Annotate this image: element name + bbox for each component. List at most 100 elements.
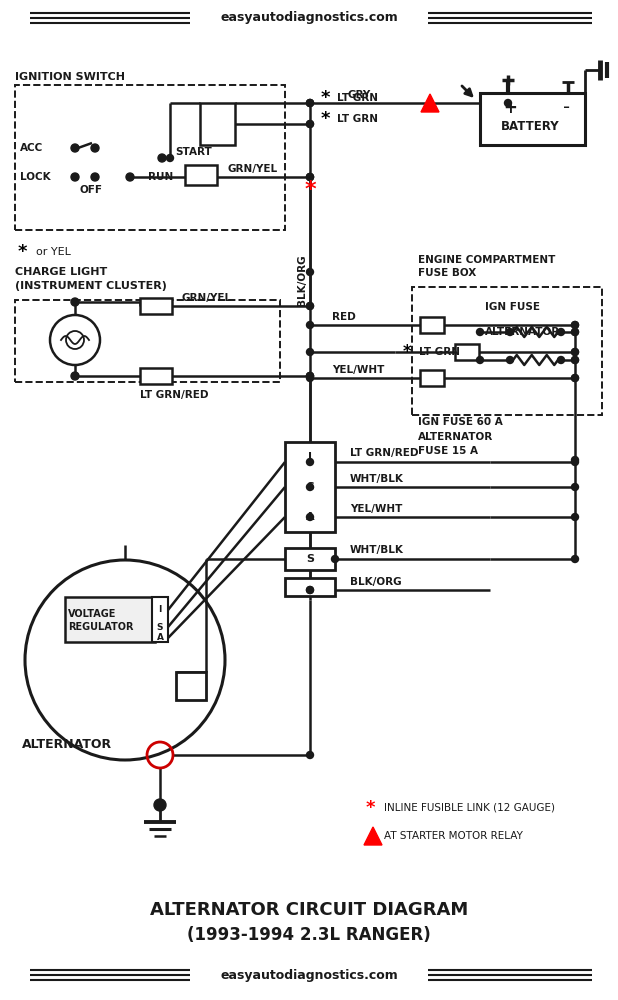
Text: (1993-1994 2.3L RANGER): (1993-1994 2.3L RANGER) bbox=[187, 926, 431, 944]
Circle shape bbox=[572, 349, 578, 356]
Bar bbox=[285, 548, 335, 570]
Circle shape bbox=[307, 322, 313, 328]
Text: LT GRN: LT GRN bbox=[337, 93, 378, 103]
Text: *: * bbox=[320, 89, 330, 107]
Circle shape bbox=[572, 374, 578, 381]
Text: FUSE 15 A: FUSE 15 A bbox=[418, 446, 478, 456]
Circle shape bbox=[572, 322, 578, 328]
Text: REGULATOR: REGULATOR bbox=[68, 622, 133, 632]
Circle shape bbox=[572, 556, 578, 562]
Text: YEL/WHT: YEL/WHT bbox=[350, 504, 402, 514]
Circle shape bbox=[572, 322, 578, 328]
Text: BATTERY: BATTERY bbox=[501, 119, 559, 132]
Circle shape bbox=[331, 556, 339, 562]
Circle shape bbox=[504, 100, 512, 106]
Text: INLINE FUSIBLE LINK (12 GAUGE): INLINE FUSIBLE LINK (12 GAUGE) bbox=[384, 803, 555, 813]
Text: RED: RED bbox=[332, 312, 356, 322]
Text: A: A bbox=[306, 512, 315, 522]
Bar bbox=[140, 368, 172, 384]
Bar bbox=[480, 93, 585, 145]
Text: OFF: OFF bbox=[80, 185, 103, 195]
Text: START: START bbox=[175, 147, 212, 157]
Circle shape bbox=[507, 357, 514, 363]
Text: (INSTRUMENT CLUSTER): (INSTRUMENT CLUSTER) bbox=[15, 281, 167, 291]
Text: ALTERNATOR: ALTERNATOR bbox=[418, 432, 493, 442]
Circle shape bbox=[557, 357, 564, 363]
Bar bbox=[412, 287, 602, 415]
Circle shape bbox=[572, 456, 578, 464]
Text: ACC: ACC bbox=[20, 143, 43, 153]
Text: IGN FUSE 60 A: IGN FUSE 60 A bbox=[418, 417, 503, 427]
Text: BLK/ORG: BLK/ORG bbox=[350, 577, 402, 587]
Circle shape bbox=[71, 372, 79, 380]
Text: IGN FUSE: IGN FUSE bbox=[485, 302, 540, 312]
Text: *: * bbox=[320, 110, 330, 128]
Text: *: * bbox=[17, 243, 27, 261]
Bar bbox=[285, 442, 335, 532]
Text: ALTERNATOR CIRCUIT DIAGRAM: ALTERNATOR CIRCUIT DIAGRAM bbox=[150, 901, 468, 919]
Text: BLK/ORG: BLK/ORG bbox=[297, 254, 307, 306]
Circle shape bbox=[307, 302, 313, 310]
Circle shape bbox=[307, 514, 313, 520]
Text: *: * bbox=[304, 180, 316, 200]
Bar bbox=[15, 300, 280, 382]
Circle shape bbox=[572, 328, 578, 336]
Circle shape bbox=[572, 357, 578, 363]
Bar bbox=[285, 578, 335, 596]
Circle shape bbox=[71, 298, 79, 306]
Circle shape bbox=[557, 328, 564, 336]
Circle shape bbox=[307, 458, 313, 466]
Text: +: + bbox=[503, 99, 517, 117]
Circle shape bbox=[307, 484, 313, 490]
Polygon shape bbox=[421, 94, 439, 112]
Text: -: - bbox=[564, 99, 570, 117]
Bar bbox=[152, 597, 168, 642]
Circle shape bbox=[307, 100, 313, 106]
Circle shape bbox=[126, 173, 134, 181]
Circle shape bbox=[307, 302, 313, 310]
Text: CHARGE LIGHT: CHARGE LIGHT bbox=[15, 267, 108, 277]
Text: ALTERNATOR: ALTERNATOR bbox=[22, 738, 112, 750]
Bar bbox=[200, 103, 235, 145]
Text: or YEL: or YEL bbox=[36, 247, 71, 257]
Circle shape bbox=[572, 374, 578, 381]
Text: easyautodiagnostics.com: easyautodiagnostics.com bbox=[220, 968, 398, 982]
Circle shape bbox=[307, 100, 313, 106]
Text: RUN: RUN bbox=[148, 172, 173, 182]
Circle shape bbox=[307, 120, 313, 127]
Text: LT GRN: LT GRN bbox=[337, 114, 378, 124]
Text: easyautodiagnostics.com: easyautodiagnostics.com bbox=[220, 11, 398, 24]
Circle shape bbox=[307, 752, 313, 758]
Bar bbox=[15, 85, 285, 230]
Circle shape bbox=[476, 328, 483, 336]
Circle shape bbox=[307, 268, 313, 275]
Circle shape bbox=[91, 173, 99, 181]
Bar bbox=[455, 344, 479, 360]
Text: VOLTAGE: VOLTAGE bbox=[68, 609, 116, 619]
Text: LT GRN: LT GRN bbox=[419, 347, 460, 357]
Circle shape bbox=[307, 374, 313, 381]
Circle shape bbox=[507, 328, 514, 336]
Text: AT STARTER MOTOR RELAY: AT STARTER MOTOR RELAY bbox=[384, 831, 523, 841]
Circle shape bbox=[572, 484, 578, 490]
Circle shape bbox=[307, 349, 313, 356]
Circle shape bbox=[572, 357, 578, 363]
Text: S: S bbox=[157, 622, 163, 632]
Bar bbox=[420, 370, 444, 386]
Circle shape bbox=[307, 372, 313, 379]
Circle shape bbox=[307, 120, 313, 127]
Text: WHT/BLK: WHT/BLK bbox=[350, 545, 404, 555]
Bar bbox=[140, 298, 172, 314]
Text: GRN/YEL: GRN/YEL bbox=[228, 164, 278, 174]
Bar bbox=[185, 165, 217, 185]
Circle shape bbox=[307, 174, 313, 180]
Text: I: I bbox=[158, 605, 162, 614]
Circle shape bbox=[158, 154, 166, 162]
Text: LT GRN/RED: LT GRN/RED bbox=[350, 448, 418, 458]
Circle shape bbox=[572, 349, 578, 356]
Text: IGNITION SWITCH: IGNITION SWITCH bbox=[15, 72, 125, 82]
Text: YEL/WHT: YEL/WHT bbox=[332, 365, 384, 375]
Text: A: A bbox=[156, 634, 164, 643]
Circle shape bbox=[307, 372, 313, 379]
Circle shape bbox=[71, 144, 79, 152]
